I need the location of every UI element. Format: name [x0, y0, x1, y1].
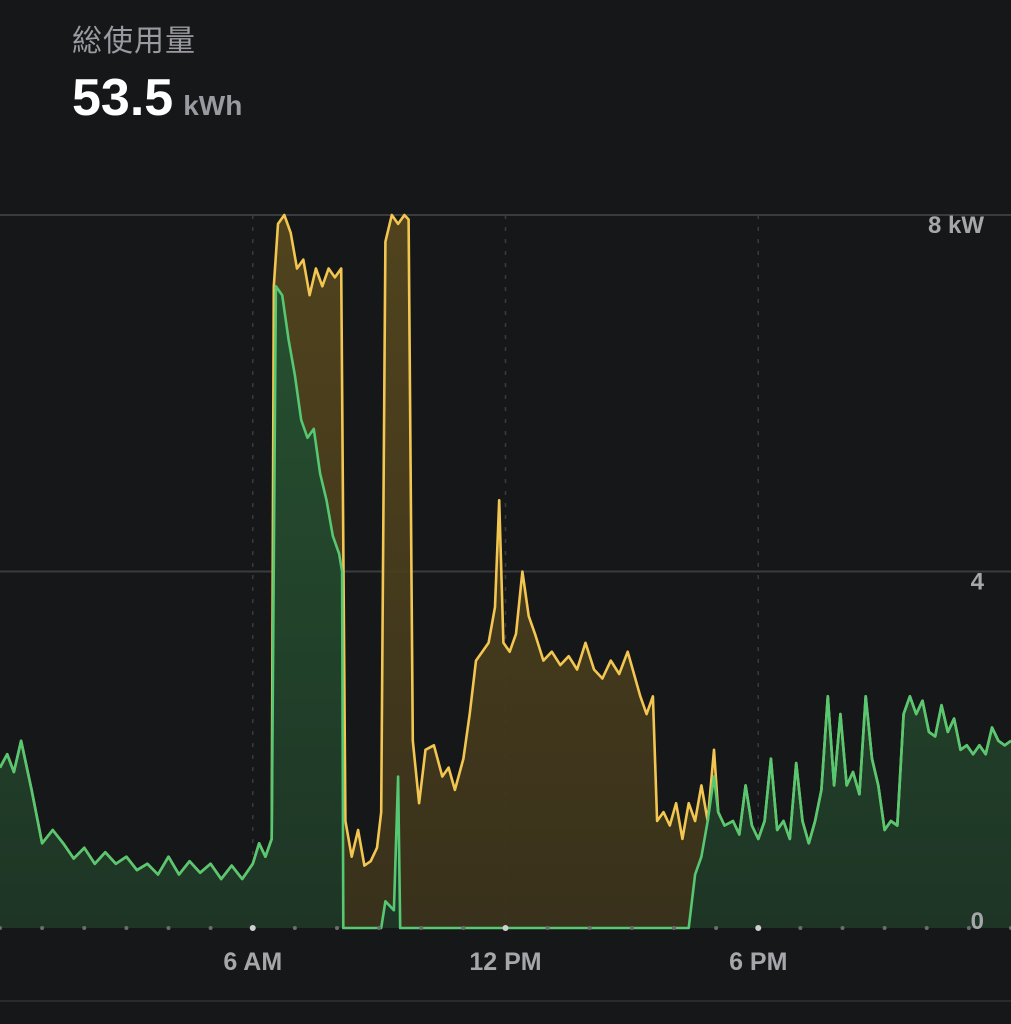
hour-marker-2 — [82, 926, 87, 930]
x-tick-label-18: 6 PM — [729, 948, 787, 976]
solar-area — [0, 286, 1011, 928]
chart-lines — [0, 213, 1011, 930]
hour-marker-17 — [714, 926, 719, 930]
chart-grid — [0, 214, 1011, 1002]
total-usage-unit: kWh — [183, 90, 243, 121]
total-usage-value: 53.5 — [72, 69, 174, 127]
hour-marker-13 — [545, 926, 550, 930]
solar-line — [0, 285, 1011, 930]
total-usage: 53.5 kWh — [72, 68, 242, 128]
hour-marker-5 — [208, 926, 213, 930]
chart-ticks: 8 kW 4 0 6 AM 12 PM 6 PM — [0, 212, 1011, 976]
hour-marker-8 — [335, 926, 339, 930]
hour-marker-23 — [966, 926, 971, 930]
chart-areas — [0, 215, 1011, 928]
total-usage-title: 総使用量 — [72, 24, 196, 59]
hour-marker-18 — [755, 925, 762, 931]
summary-header: 総使用量 53.5 kWh — [72, 24, 242, 128]
hour-marker-0 — [0, 926, 2, 930]
x-tick-label-6: 6 AM — [223, 948, 282, 976]
hour-marker-4 — [166, 926, 171, 930]
x-tick-label-12: 12 PM — [469, 948, 541, 976]
y-tick-label-4: 4 — [971, 569, 985, 596]
hour-marker-22 — [924, 926, 929, 930]
hour-marker-1 — [40, 926, 45, 930]
hour-marker-15 — [629, 926, 634, 930]
hour-marker-20 — [840, 926, 845, 930]
hour-marker-16 — [672, 926, 676, 930]
y-tick-label-0: 0 — [971, 908, 984, 935]
hour-marker-9 — [377, 926, 382, 930]
hour-marker-6 — [249, 925, 256, 931]
hour-marker-3 — [124, 926, 129, 930]
hour-marker-21 — [882, 926, 887, 930]
hour-marker-19 — [798, 926, 803, 930]
hour-marker-10 — [419, 926, 424, 930]
hour-marker-14 — [587, 926, 592, 930]
hour-marker-7 — [292, 926, 297, 930]
hour-marker-12 — [502, 925, 509, 931]
hour-marker-11 — [461, 926, 466, 930]
y-tick-label-8: 8 kW — [928, 212, 984, 239]
